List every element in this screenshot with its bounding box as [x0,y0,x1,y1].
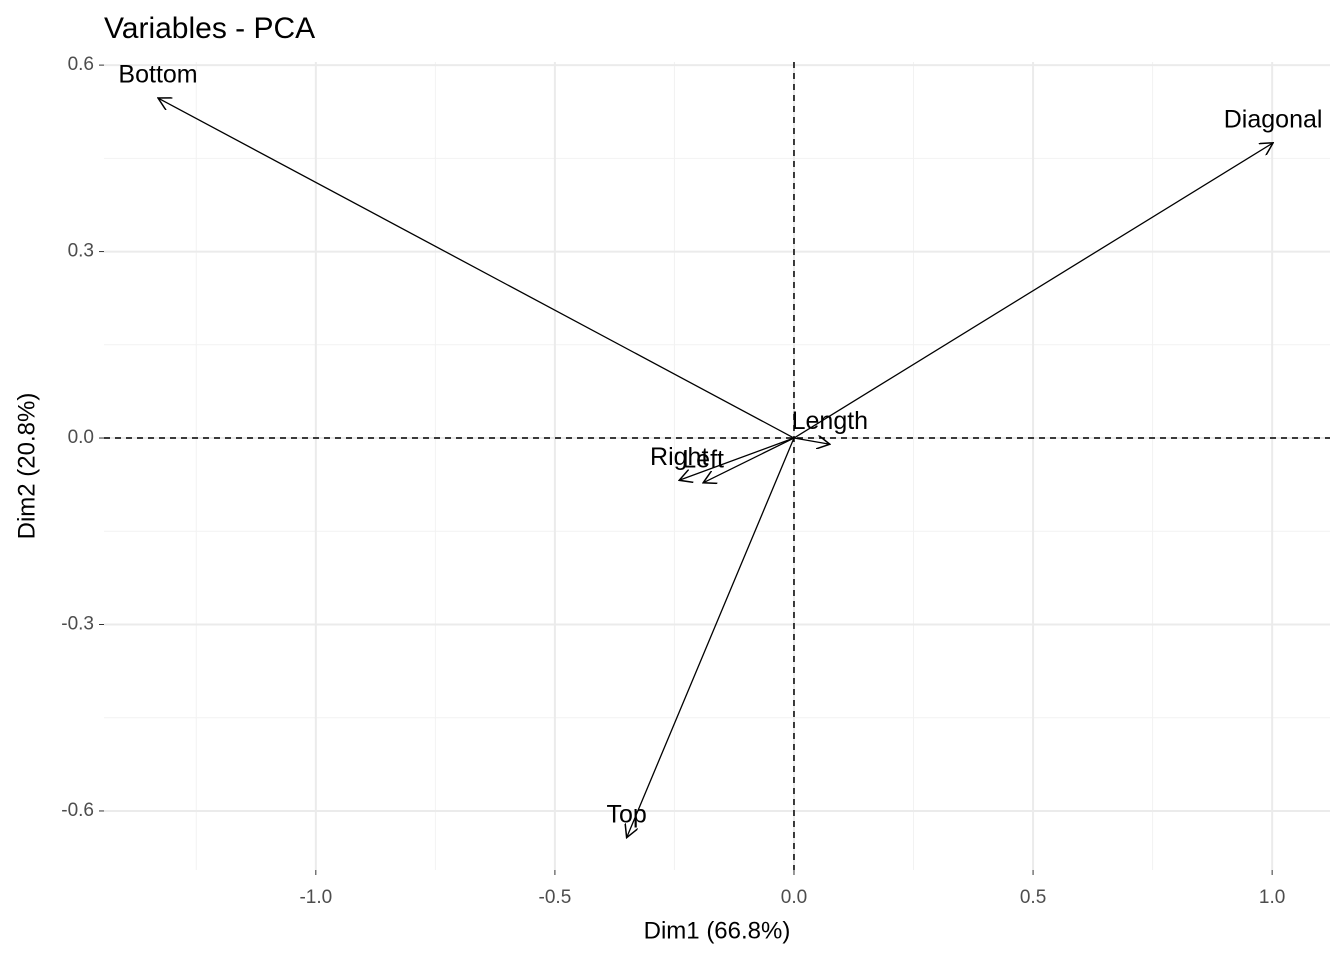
x-tick-label: 1.0 [1259,887,1285,908]
x-tick-label: 0.0 [781,887,807,908]
y-tick-label: 0.3 [68,241,94,262]
arrow [679,437,795,480]
y-tick-label: 0.6 [68,54,94,75]
x-tick-label: -0.5 [539,887,572,908]
y-tick-label: -0.3 [61,614,94,635]
variable-label: Length [792,407,868,435]
y-tick-label: -0.6 [61,800,94,821]
arrow [627,437,795,838]
arrow [158,98,795,439]
y-axis-title: Dim2 (20.8%) [13,393,40,540]
x-axis-title: Dim1 (66.8%) [644,917,791,944]
arrow [793,438,830,444]
variable-label: Top [606,800,646,828]
arrow [793,143,1273,439]
variable-label: Right [650,443,708,471]
y-tick-label: 0.0 [68,427,94,448]
variable-label: Left [682,445,724,473]
x-tick-label: 0.5 [1020,887,1046,908]
variable-label: Diagonal [1224,105,1323,133]
x-tick-label: -1.0 [299,887,332,908]
variable-label: Bottom [118,61,197,89]
chart-title: Variables - PCA [104,12,315,45]
arrow [703,437,795,483]
